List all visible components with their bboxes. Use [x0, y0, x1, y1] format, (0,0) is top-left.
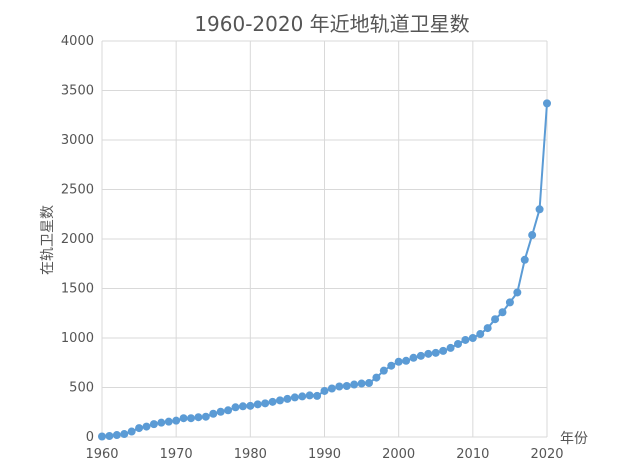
data-point: [201, 412, 210, 421]
data-point: [216, 407, 225, 416]
data-point: [402, 356, 411, 365]
data-point: [253, 400, 262, 409]
y-tick-label: 1000: [61, 331, 94, 346]
data-point: [149, 420, 158, 429]
x-axis-ticks: 1960 1970 1980 1990 2000 2010 2020: [85, 447, 563, 462]
data-point: [372, 373, 381, 382]
chart-title: 1960-2020 年近地轨道卫星数: [194, 12, 469, 36]
data-point: [238, 402, 247, 411]
data-point: [172, 416, 181, 425]
data-point: [409, 353, 418, 362]
data-point: [543, 99, 551, 108]
data-point: [261, 399, 270, 408]
x-tick-label: 1980: [234, 447, 267, 462]
y-tick-label: 4000: [61, 34, 94, 49]
data-point: [112, 431, 121, 440]
data-point: [387, 361, 396, 370]
data-point: [120, 430, 129, 439]
y-tick-label: 1500: [61, 282, 94, 297]
x-tick-label: 2020: [530, 447, 563, 462]
data-point: [164, 417, 173, 426]
data-point: [491, 315, 500, 324]
y-axis-label: 在轨卫星数: [40, 205, 56, 275]
data-point: [350, 380, 359, 389]
x-tick-label: 2010: [456, 447, 489, 462]
data-point: [194, 413, 203, 422]
data-point: [342, 382, 351, 391]
data-point: [416, 351, 425, 360]
x-tick-label: 1970: [160, 447, 193, 462]
data-point: [105, 432, 114, 441]
data-point: [179, 414, 188, 423]
data-point: [335, 382, 344, 391]
data-point: [461, 335, 470, 344]
data-point: [439, 346, 448, 355]
data-point: [357, 379, 366, 388]
data-point: [268, 397, 277, 406]
gridlines: [101, 40, 548, 438]
data-point: [224, 406, 233, 415]
y-tick-label: 3500: [61, 84, 94, 99]
y-tick-label: 3000: [61, 133, 94, 148]
x-tick-label: 1990: [308, 447, 341, 462]
y-tick-label: 2000: [61, 232, 94, 247]
y-tick-label: 0: [86, 430, 94, 445]
data-point: [231, 403, 240, 412]
data-point: [476, 330, 485, 339]
data-point: [528, 231, 537, 240]
data-points: [98, 99, 551, 441]
data-point: [365, 379, 373, 388]
data-point: [394, 357, 403, 366]
data-point: [135, 424, 144, 433]
y-tick-label: 2500: [61, 183, 94, 198]
y-tick-label: 500: [69, 381, 94, 396]
data-point: [379, 366, 388, 375]
data-point: [454, 339, 462, 348]
data-point: [127, 427, 136, 436]
data-point: [187, 414, 195, 423]
data-point: [520, 255, 529, 264]
data-point: [535, 205, 544, 214]
x-axis-label: 年份: [560, 431, 588, 447]
data-point: [320, 386, 329, 395]
data-point: [298, 392, 307, 401]
data-point: [498, 308, 507, 317]
data-point: [513, 288, 522, 297]
data-point: [290, 393, 299, 402]
data-point: [424, 349, 433, 358]
x-tick-label: 2000: [382, 447, 415, 462]
data-point: [313, 391, 322, 400]
x-tick-label: 1960: [85, 447, 118, 462]
data-point: [446, 343, 455, 352]
data-point: [98, 432, 106, 441]
data-point: [157, 418, 166, 427]
data-point: [505, 298, 514, 307]
data-point: [246, 401, 255, 410]
data-point: [431, 348, 440, 357]
data-point: [483, 324, 492, 333]
data-point: [276, 396, 284, 405]
data-point: [283, 394, 292, 403]
data-point: [305, 391, 314, 400]
data-point: [468, 334, 477, 342]
data-point: [142, 422, 151, 431]
data-point: [209, 409, 218, 418]
data-point: [327, 384, 336, 393]
y-axis-ticks: 0 500 1000 1500 2000 2500 3000 3500 4000: [61, 34, 94, 445]
